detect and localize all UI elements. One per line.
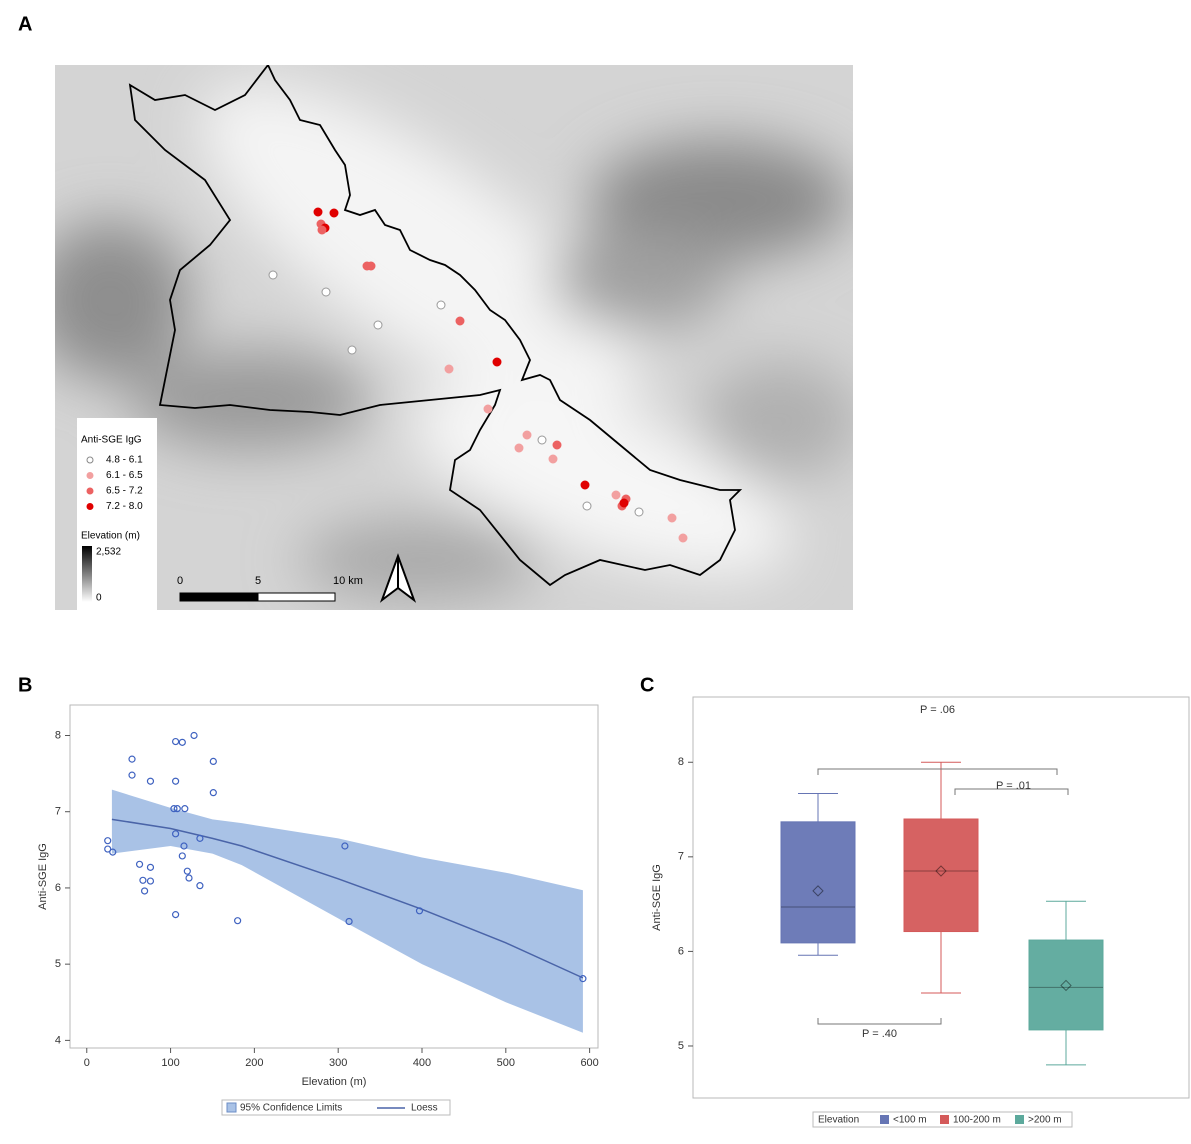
significance-label: P = .06 (920, 704, 955, 716)
y-tick-label: 4 (55, 1034, 61, 1046)
legend-title: Anti-SGE IgG (81, 435, 142, 446)
x-axis-label: Elevation (m) (302, 1076, 367, 1088)
map-background (30, 27, 860, 614)
elevation-min: 0 (96, 593, 102, 604)
map-site (437, 301, 445, 309)
legend-swatch (940, 1115, 949, 1124)
map-site (583, 502, 591, 510)
map-site (445, 365, 453, 373)
elevation-colorbar (82, 546, 92, 602)
scale-label: 10 km (333, 575, 363, 587)
y-tick-label: 6 (678, 945, 684, 957)
y-tick-label: 7 (678, 851, 684, 863)
x-tick-label: 600 (580, 1057, 598, 1069)
box (781, 822, 855, 943)
map-site (367, 262, 375, 270)
map-site (581, 481, 589, 489)
map-site (314, 208, 322, 216)
scale-label: 5 (255, 575, 261, 587)
x-tick-label: 100 (161, 1057, 179, 1069)
box (1029, 940, 1103, 1030)
map-site (269, 271, 277, 279)
legend-swatch (1015, 1115, 1024, 1124)
page: {"map": {"panel_label": "A", "legend_tit… (0, 0, 1191, 1144)
scale-bar (258, 593, 335, 601)
legend-label: 100-200 m (953, 1115, 1001, 1126)
legend-swatch (880, 1115, 889, 1124)
y-tick-label: 7 (55, 806, 61, 818)
map-site (635, 508, 643, 516)
map-site (322, 288, 330, 296)
y-axis-label: Anti-SGE IgG (651, 864, 663, 931)
significance-label: P = .01 (996, 780, 1031, 792)
map-site (620, 499, 628, 507)
panel-label: B (18, 674, 32, 696)
y-axis-label: Anti-SGE IgG (37, 843, 49, 910)
box (904, 819, 978, 932)
map-site (515, 444, 523, 452)
scale-label: 0 (177, 575, 183, 587)
scale-bar (180, 593, 258, 601)
x-tick-label: 0 (84, 1057, 90, 1069)
map-site (493, 358, 501, 366)
legend-label: 7.2 - 8.0 (106, 501, 143, 512)
legend-title: Elevation (818, 1115, 859, 1126)
panel-label: C (640, 674, 654, 696)
map-site (523, 431, 531, 439)
legend-title: Elevation (m) (81, 531, 140, 542)
legend-label: >200 m (1028, 1115, 1062, 1126)
y-tick-label: 8 (678, 756, 684, 768)
y-tick-label: 5 (678, 1040, 684, 1052)
map-site (456, 317, 464, 325)
legend-swatch (227, 1103, 236, 1112)
legend-marker (87, 457, 93, 463)
significance-label: P = .40 (862, 1028, 897, 1040)
map-site (679, 534, 687, 542)
map-site (612, 491, 620, 499)
y-tick-label: 5 (55, 958, 61, 970)
map-site (538, 436, 546, 444)
panel-label: A (18, 13, 32, 35)
legend-marker (87, 488, 93, 494)
legend-marker (87, 473, 93, 479)
map-site (553, 441, 561, 449)
x-tick-label: 400 (413, 1057, 431, 1069)
y-tick-label: 6 (55, 882, 61, 894)
legend-label: <100 m (893, 1115, 927, 1126)
x-tick-label: 200 (245, 1057, 263, 1069)
legend-marker (87, 504, 93, 510)
map-site (374, 321, 382, 329)
legend-label: 6.1 - 6.5 (106, 470, 143, 481)
legend-label: 4.8 - 6.1 (106, 455, 143, 466)
y-tick-label: 8 (55, 729, 61, 741)
map-site (668, 514, 676, 522)
map-site (330, 209, 338, 217)
map-site (348, 346, 356, 354)
legend-label: 95% Confidence Limits (240, 1103, 342, 1114)
x-tick-label: 300 (329, 1057, 347, 1069)
figure: A B C Anti-SGE IgG Elevation (m) 2,532 0… (0, 0, 1191, 1144)
map-site (549, 455, 557, 463)
elevation-max: 2,532 (96, 547, 121, 558)
map-site (484, 405, 492, 413)
map-site (318, 226, 326, 234)
legend-label: Loess (411, 1103, 438, 1114)
x-tick-label: 500 (497, 1057, 515, 1069)
legend-label: 6.5 - 7.2 (106, 486, 143, 497)
